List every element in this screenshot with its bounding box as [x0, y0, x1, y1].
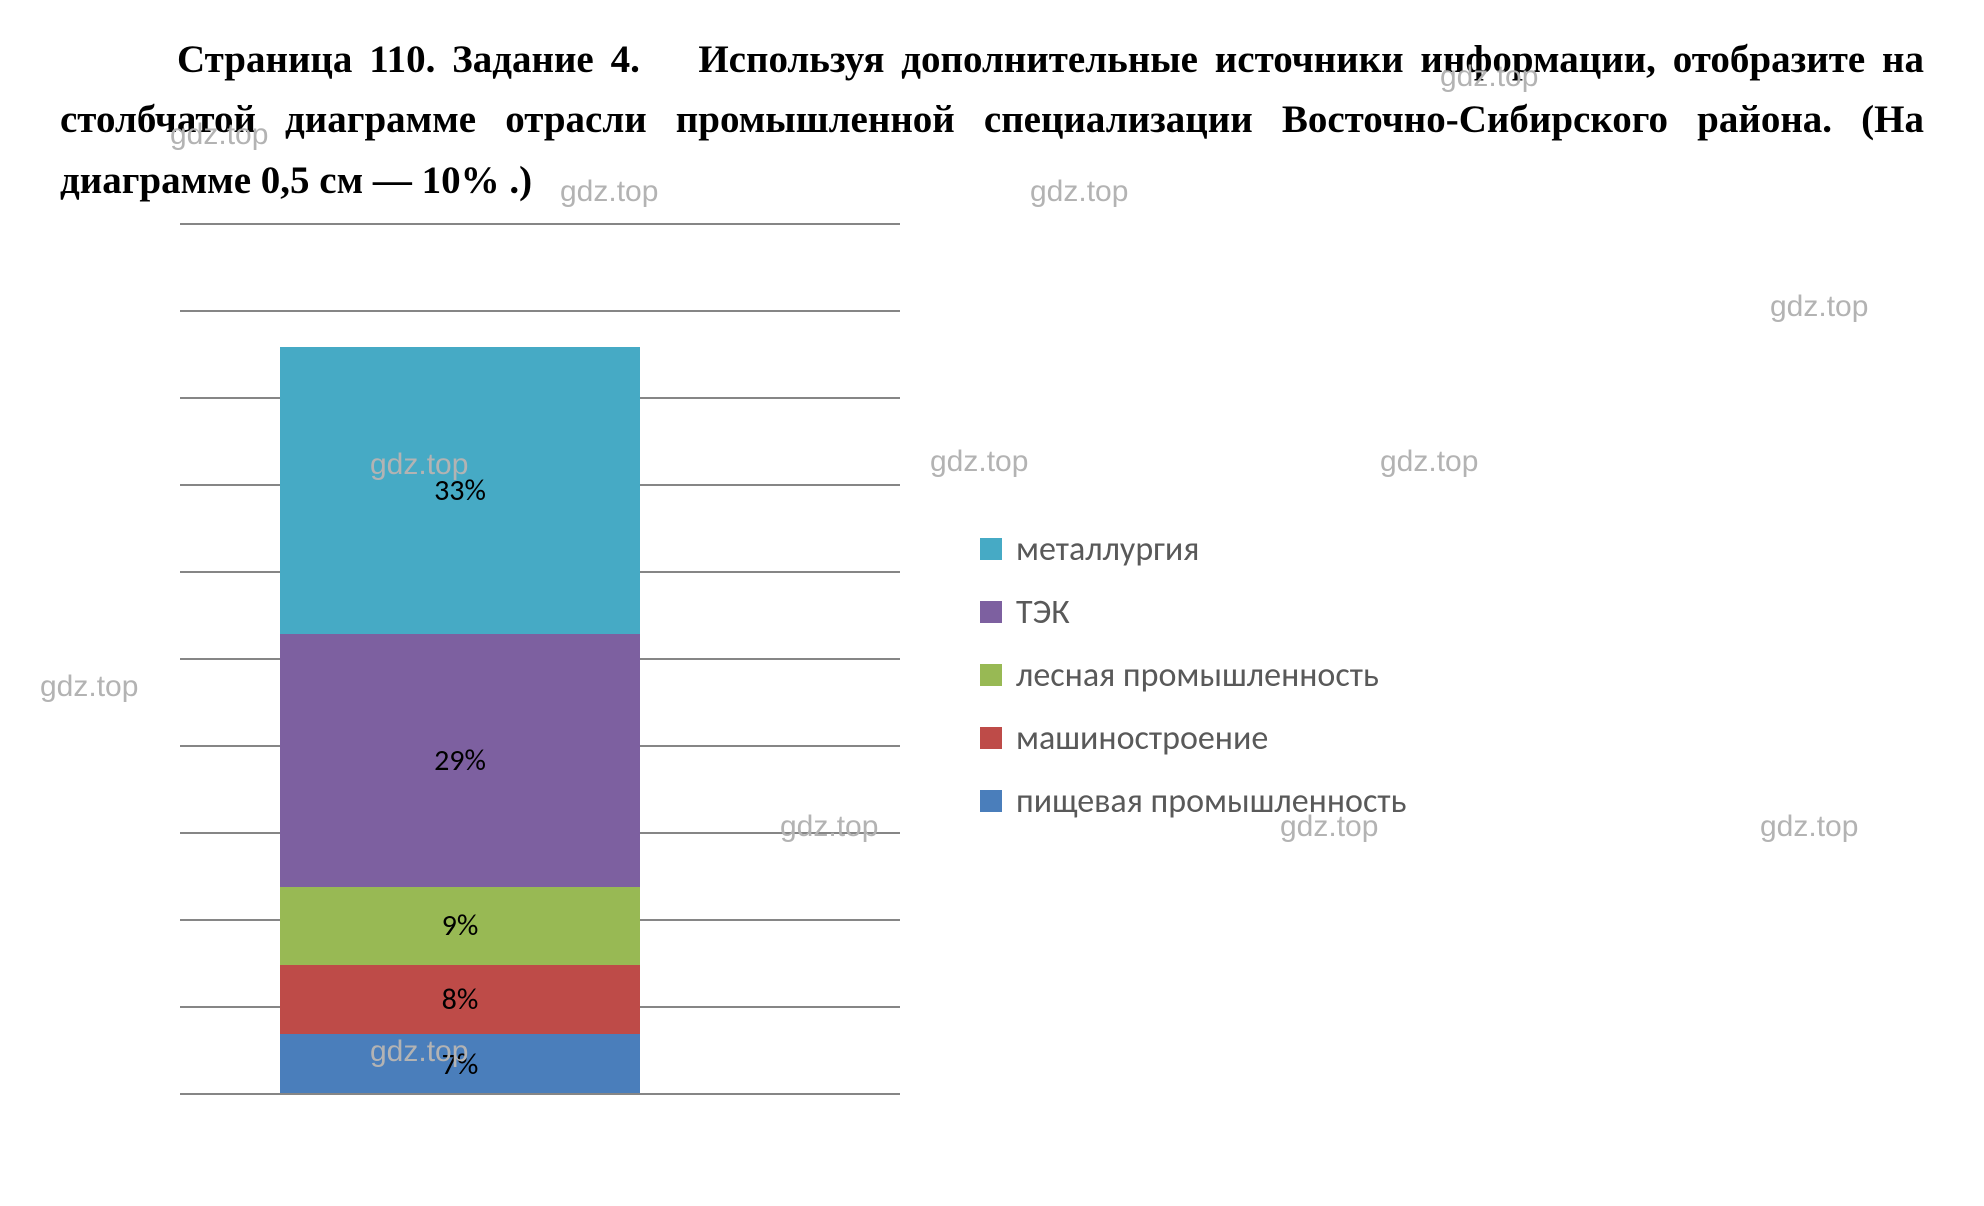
legend-item-machinery: машиностроение [980, 718, 1407, 759]
task-label: Страница 110. Задание 4. [177, 38, 640, 81]
legend-swatch [980, 538, 1002, 560]
chart-row: 7% 8% 9% 29% 33% металлургия ТЭК лесная промыш… [120, 225, 1924, 1125]
legend-item-metallurgy: металлургия [980, 529, 1407, 570]
bar-stack: 7% 8% 9% 29% 33% [280, 347, 640, 1095]
bar-segment-machinery: 8% [280, 965, 640, 1035]
bar-segment-label: 7% [442, 1046, 479, 1083]
chart-legend: металлургия ТЭК лесная промышленность машин… [980, 507, 1407, 844]
bar-segment-food: 7% [280, 1034, 640, 1095]
stacked-bar-chart: 7% 8% 9% 29% 33% [120, 225, 900, 1125]
legend-swatch [980, 664, 1002, 686]
bar-segment-label: 8% [442, 981, 479, 1018]
legend-label: ТЭК [1016, 592, 1070, 633]
legend-swatch [980, 601, 1002, 623]
legend-item-energy: ТЭК [980, 592, 1407, 633]
legend-swatch [980, 727, 1002, 749]
axis-baseline [180, 1093, 900, 1095]
plot-area: 7% 8% 9% 29% 33% [180, 225, 900, 1095]
gridline [180, 310, 900, 312]
legend-label: машиностроение [1016, 718, 1268, 759]
legend-label: лесная промышленность [1016, 655, 1379, 696]
gridline [180, 223, 900, 225]
bar-segment-forestry: 9% [280, 887, 640, 965]
legend-label: пищевая промышленность [1016, 781, 1407, 822]
bar-segment-label: 33% [434, 472, 486, 509]
bar-segment-label: 9% [442, 907, 479, 944]
bar-segment-metallurgy: 33% [280, 347, 640, 634]
legend-swatch [980, 790, 1002, 812]
task-heading: Страница 110. Задание 4.Используя дополн… [60, 30, 1924, 211]
legend-label: металлургия [1016, 529, 1199, 570]
legend-item-forestry: лесная промышленность [980, 655, 1407, 696]
bar-segment-label: 29% [434, 742, 486, 779]
legend-item-food: пищевая промышленность [980, 781, 1407, 822]
bar-segment-energy: 29% [280, 634, 640, 886]
